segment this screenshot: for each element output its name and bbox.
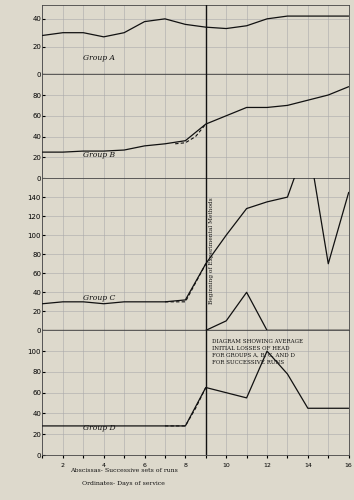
- Text: Group A: Group A: [83, 54, 115, 62]
- Text: Group B: Group B: [83, 152, 115, 160]
- Text: Group C: Group C: [83, 294, 116, 302]
- Text: DIAGRAM SHOWING AVERAGE
INITIAL LOSSES OF HEAD
FOR GROUPS A, B, C, AND D
FOR SUC: DIAGRAM SHOWING AVERAGE INITIAL LOSSES O…: [212, 338, 303, 364]
- Text: Group D: Group D: [83, 424, 116, 432]
- Text: Ordinates- Days of service: Ordinates- Days of service: [82, 481, 165, 486]
- Text: Beginning of Experimental Methods: Beginning of Experimental Methods: [209, 197, 214, 304]
- Text: Abscissas- Successive sets of runs: Abscissas- Successive sets of runs: [70, 468, 178, 473]
